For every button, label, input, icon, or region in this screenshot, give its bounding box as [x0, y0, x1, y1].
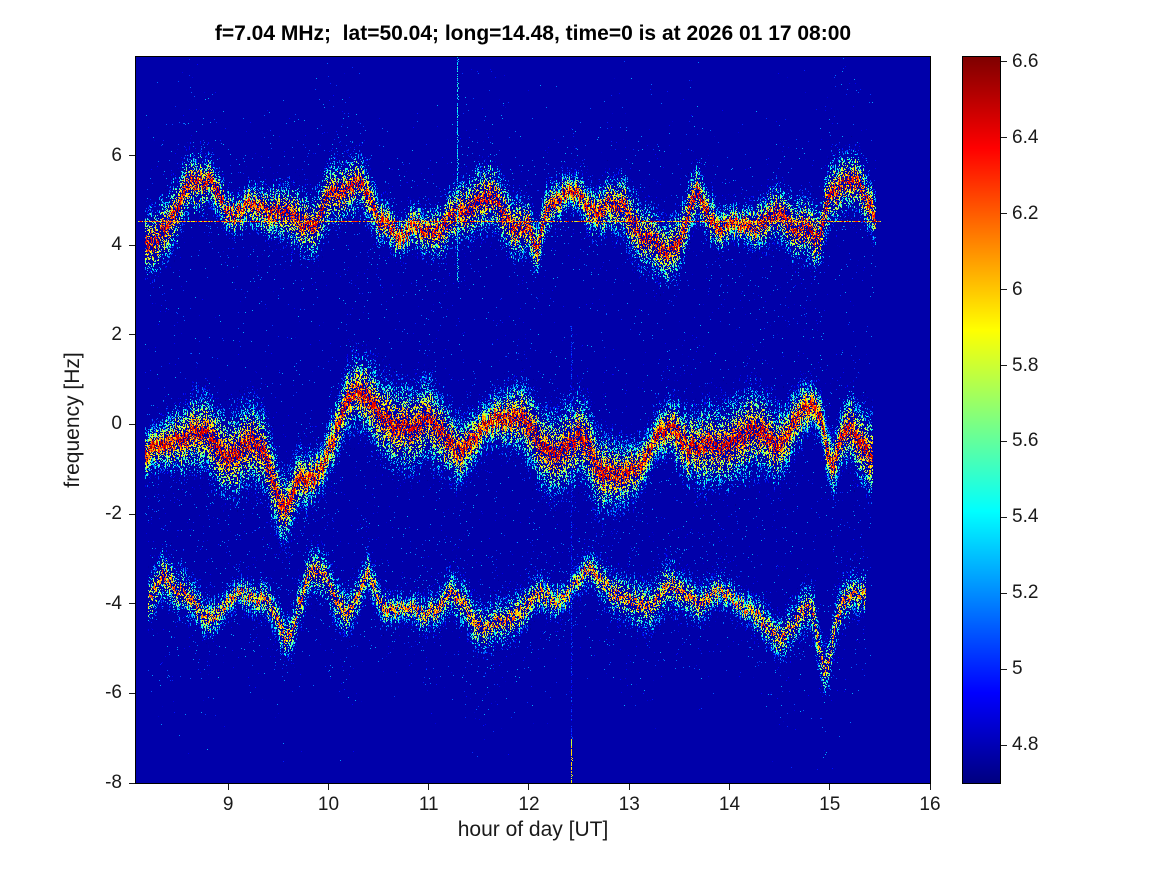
- y-tick-mark: [129, 334, 135, 336]
- y-tick-mark: [129, 692, 135, 694]
- colorbar-tick-mark: [1001, 592, 1007, 594]
- x-tick-mark: [428, 784, 430, 790]
- colorbar-frame: [962, 56, 1001, 784]
- colorbar-canvas: [963, 57, 1000, 783]
- colorbar-tick-mark: [1001, 137, 1007, 139]
- x-tick-mark: [327, 784, 329, 790]
- y-tick-label: 2: [111, 323, 122, 345]
- colorbar-tick-mark: [1001, 668, 1007, 670]
- y-tick-label: 6: [111, 144, 122, 166]
- chart-title: f=7.04 MHz; lat=50.04; long=14.48, time=…: [214, 22, 852, 45]
- x-tick-mark: [227, 784, 229, 790]
- y-tick-label: -8: [105, 772, 122, 793]
- x-tick-mark: [929, 784, 931, 790]
- x-tick-label: 9: [222, 794, 234, 815]
- colorbar-tick-label: 5.8: [1012, 354, 1039, 376]
- plot-frame: [135, 56, 931, 784]
- x-tick-label: 12: [518, 794, 540, 815]
- x-axis-label: hour of day [UT]: [457, 818, 609, 841]
- colorbar-tick-label: 6: [1012, 278, 1023, 300]
- colorbar-tick-mark: [1001, 516, 1007, 518]
- y-tick-label: -4: [105, 592, 122, 614]
- y-tick-label: 0: [111, 413, 122, 435]
- y-tick-mark: [129, 513, 135, 515]
- colorbar-tick-label: 5: [1012, 658, 1023, 680]
- y-tick-mark: [129, 244, 135, 246]
- y-tick-mark: [129, 155, 135, 157]
- spectrogram-canvas: [136, 57, 930, 783]
- y-tick-mark: [129, 603, 135, 605]
- x-tick-label: 15: [819, 794, 841, 815]
- y-tick-mark: [129, 782, 135, 784]
- colorbar-tick-mark: [1001, 744, 1007, 746]
- x-tick-mark: [528, 784, 530, 790]
- colorbar-tick-label: 6.6: [1012, 50, 1039, 72]
- y-tick-label: 4: [111, 234, 122, 256]
- x-tick-mark: [628, 784, 630, 790]
- colorbar-tick-label: 5.4: [1012, 506, 1039, 528]
- colorbar-tick-mark: [1001, 213, 1007, 215]
- colorbar-tick-mark: [1001, 61, 1007, 63]
- colorbar-tick-label: 4.8: [1012, 734, 1039, 756]
- x-tick-mark: [829, 784, 831, 790]
- colorbar-tick-mark: [1001, 289, 1007, 291]
- colorbar-tick-mark: [1001, 365, 1007, 367]
- y-tick-label: -6: [105, 682, 122, 704]
- colorbar-tick-label: 5.6: [1012, 430, 1039, 452]
- x-tick-label: 10: [317, 794, 340, 815]
- x-tick-label: 13: [618, 794, 640, 815]
- colorbar-tick-mark: [1001, 440, 1007, 442]
- colorbar-tick-label: 6.4: [1012, 126, 1039, 148]
- x-tick-label: 16: [919, 794, 941, 815]
- colorbar-tick-label: 5.2: [1012, 582, 1039, 604]
- y-tick-mark: [129, 423, 135, 425]
- colorbar-tick-label: 6.2: [1012, 202, 1039, 224]
- x-tick-label: 14: [718, 794, 741, 815]
- x-tick-label: 11: [418, 794, 439, 815]
- x-tick-mark: [728, 784, 730, 790]
- y-tick-label: -2: [105, 503, 122, 525]
